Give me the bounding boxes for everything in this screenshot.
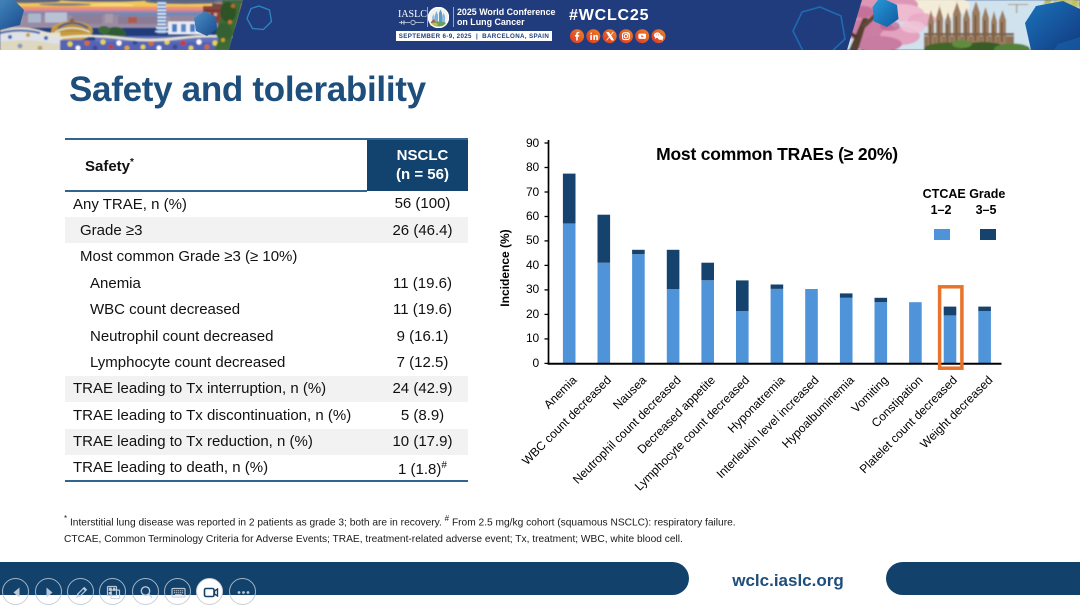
svg-text:IASLC: IASLC [398,9,427,20]
